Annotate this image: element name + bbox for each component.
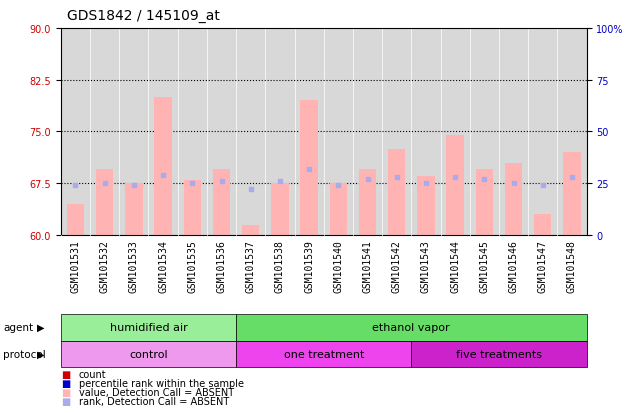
Bar [329, 184, 347, 235]
Text: GSM101531: GSM101531 [71, 239, 81, 292]
Text: GDS1842 / 145109_at: GDS1842 / 145109_at [67, 9, 220, 23]
Text: five treatments: five treatments [456, 349, 542, 359]
Bar [563, 153, 581, 235]
Text: value, Detection Call = ABSENT: value, Detection Call = ABSENT [79, 387, 234, 397]
Text: count: count [79, 369, 106, 379]
Bar [61, 341, 236, 368]
Text: GSM101536: GSM101536 [217, 239, 226, 292]
Bar [183, 180, 201, 235]
Text: protocol: protocol [3, 349, 46, 359]
Text: GSM101541: GSM101541 [363, 239, 372, 292]
Bar [504, 163, 522, 235]
Text: percentile rank within the sample: percentile rank within the sample [79, 378, 244, 388]
Bar [242, 225, 260, 235]
Bar [125, 184, 143, 235]
Text: control: control [129, 349, 168, 359]
Text: GSM101538: GSM101538 [275, 239, 285, 292]
Text: ▶: ▶ [37, 322, 44, 332]
Bar [96, 170, 113, 235]
Bar [67, 204, 84, 235]
Text: GSM101533: GSM101533 [129, 239, 139, 292]
Text: ethanol vapor: ethanol vapor [372, 322, 450, 332]
Bar [388, 150, 406, 235]
Text: GSM101532: GSM101532 [100, 239, 110, 292]
Text: ■: ■ [61, 396, 70, 406]
Text: one treatment: one treatment [283, 349, 364, 359]
Bar [417, 177, 435, 235]
Text: ▶: ▶ [37, 349, 44, 359]
Text: GSM101547: GSM101547 [538, 239, 547, 292]
Bar [236, 341, 412, 368]
Text: GSM101535: GSM101535 [187, 239, 197, 292]
Text: GSM101548: GSM101548 [567, 239, 577, 292]
Text: GSM101540: GSM101540 [333, 239, 344, 292]
Text: GSM101546: GSM101546 [508, 239, 519, 292]
Bar [236, 314, 587, 341]
Bar [476, 170, 493, 235]
Text: GSM101534: GSM101534 [158, 239, 168, 292]
Bar [534, 215, 551, 235]
Text: GSM101545: GSM101545 [479, 239, 489, 292]
Bar [271, 184, 288, 235]
Text: GSM101539: GSM101539 [304, 239, 314, 292]
Text: humidified air: humidified air [110, 322, 187, 332]
Text: ■: ■ [61, 369, 70, 379]
Text: GSM101543: GSM101543 [421, 239, 431, 292]
Text: GSM101544: GSM101544 [450, 239, 460, 292]
Text: GSM101542: GSM101542 [392, 239, 402, 292]
Bar [301, 101, 318, 235]
Text: rank, Detection Call = ABSENT: rank, Detection Call = ABSENT [79, 396, 229, 406]
Bar [446, 135, 464, 235]
Text: ■: ■ [61, 378, 70, 388]
Bar [154, 98, 172, 235]
Bar [213, 170, 230, 235]
Text: ■: ■ [61, 387, 70, 397]
Text: agent: agent [3, 322, 33, 332]
Bar [412, 341, 587, 368]
Text: GSM101537: GSM101537 [246, 239, 256, 292]
Bar [61, 314, 236, 341]
Bar [359, 170, 376, 235]
